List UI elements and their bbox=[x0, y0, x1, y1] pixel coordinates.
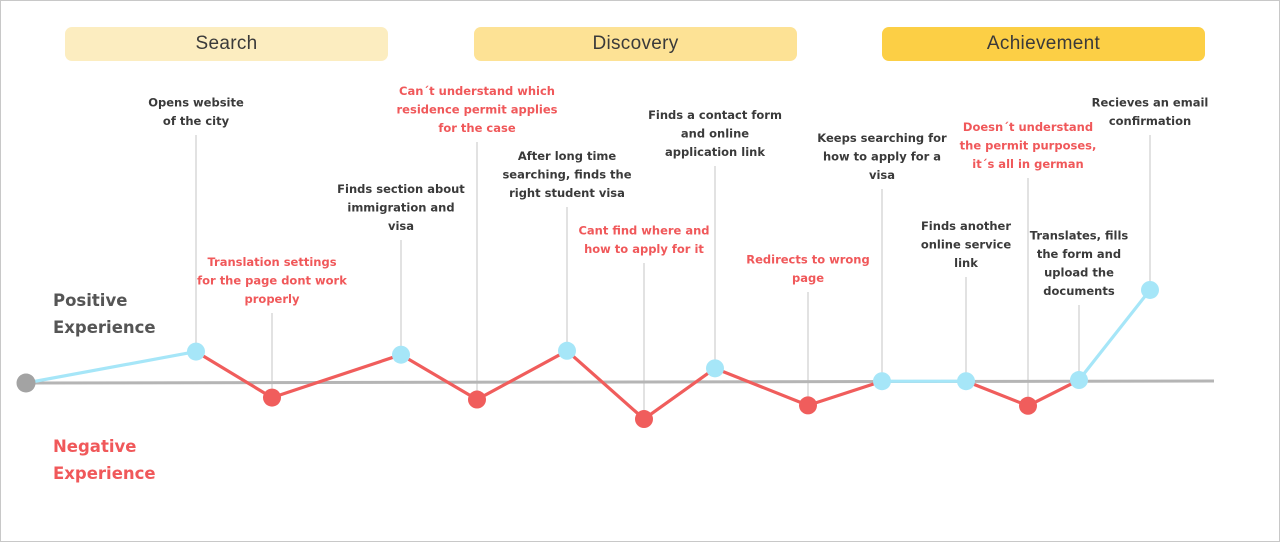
journey-segment bbox=[1026, 378, 1081, 408]
note-line: Can´t understand which bbox=[399, 84, 555, 98]
journey-segment bbox=[806, 379, 884, 407]
touchpoint-note: Translation settings for the page dont wo… bbox=[197, 255, 347, 306]
phase-label: Discovery bbox=[592, 33, 679, 54]
note-line: right student visa bbox=[509, 186, 625, 200]
positive-touchpoint-marker bbox=[873, 372, 891, 391]
touchpoint-note: Finds section about immigration and visa bbox=[337, 182, 465, 233]
touchpoint-note: After long time searching, finds the right… bbox=[502, 149, 631, 200]
touchpoint-note: Can´t understand which residence permit a… bbox=[397, 84, 558, 135]
note-line: documents bbox=[1043, 284, 1115, 298]
note-line: for the page dont work bbox=[197, 274, 347, 288]
positive-touchpoint-marker bbox=[558, 341, 576, 360]
note-line: application link bbox=[665, 145, 765, 159]
positive-experience-label: Positive Experience bbox=[53, 291, 156, 337]
note-line: confirmation bbox=[1109, 114, 1191, 128]
negative-touchpoint-marker bbox=[468, 390, 486, 409]
touchpoint-note: Redirects to wrong page bbox=[746, 253, 869, 286]
touchpoint-note: Finds another online service link bbox=[921, 219, 1012, 270]
journey-segment bbox=[1077, 288, 1152, 382]
note-line: it´s all in german bbox=[972, 157, 1083, 171]
touchpoint-note: Translates, fills the form and upload the d… bbox=[1030, 229, 1129, 299]
positive-touchpoint-marker bbox=[392, 345, 410, 364]
negative-touchpoint-marker bbox=[263, 388, 281, 407]
positive-touchpoint-marker bbox=[1070, 371, 1088, 390]
touchpoint-note: Keeps searching for how to apply for a vis… bbox=[817, 131, 947, 182]
journey-segment bbox=[642, 366, 717, 421]
note-line: Keeps searching for bbox=[817, 131, 947, 145]
touchpoint-note: Doesn´t understand the permit purposes, it… bbox=[960, 120, 1097, 171]
negative-touchpoint-marker bbox=[635, 410, 653, 429]
phase-achievement-header: Achievement bbox=[882, 27, 1205, 61]
note-line: how to apply for a bbox=[823, 150, 941, 164]
journey-segment bbox=[399, 353, 479, 402]
note-line: searching, finds the bbox=[502, 168, 631, 182]
leader-lines bbox=[195, 135, 1151, 420]
neutral-baseline bbox=[25, 379, 1215, 385]
note-line: the permit purposes, bbox=[960, 139, 1097, 153]
note-line: Finds section about bbox=[337, 182, 465, 196]
phase-search-header: Search bbox=[65, 27, 388, 61]
phase-label: Search bbox=[195, 33, 258, 54]
note-line: Translates, fills bbox=[1030, 229, 1129, 243]
note-line: how to apply for it bbox=[584, 242, 704, 256]
note-line: for the case bbox=[438, 121, 515, 135]
note-line: the form and bbox=[1037, 247, 1121, 261]
phase-label: Achievement bbox=[986, 33, 1101, 54]
note-line: Recieves an email bbox=[1092, 96, 1209, 110]
note-line: and online bbox=[681, 127, 749, 141]
journey-segment bbox=[713, 366, 810, 407]
note-line: of the city bbox=[163, 114, 230, 128]
start-marker bbox=[16, 373, 36, 393]
note-line: Finds another bbox=[921, 219, 1011, 233]
negative-touchpoint-marker bbox=[799, 396, 817, 415]
note-line: residence permit applies bbox=[397, 103, 558, 117]
note-line: upload the bbox=[1044, 266, 1114, 280]
journey-segments bbox=[24, 288, 1152, 421]
note-line: online service bbox=[921, 238, 1012, 252]
journey-segment bbox=[565, 349, 646, 421]
note-line: immigration and bbox=[347, 201, 454, 215]
positive-touchpoint-marker bbox=[957, 372, 975, 391]
note-line: visa bbox=[869, 168, 895, 182]
note-line: visa bbox=[388, 219, 414, 233]
touchpoint-note: Opens website of the city bbox=[148, 96, 244, 129]
note-line: Translation settings bbox=[207, 255, 336, 269]
note-line: Opens website bbox=[148, 96, 244, 110]
note-line: properly bbox=[245, 292, 300, 306]
note-line: Finds a contact form bbox=[648, 108, 782, 122]
phase-discovery-header: Discovery bbox=[474, 27, 797, 61]
note-line: Redirects to wrong bbox=[746, 253, 869, 267]
note-line: After long time bbox=[518, 149, 617, 163]
note-line: link bbox=[954, 256, 978, 270]
positive-touchpoint-marker bbox=[1141, 280, 1159, 299]
note-line: Doesn´t understand bbox=[963, 120, 1093, 134]
journey-segment bbox=[475, 349, 569, 402]
journey-segment bbox=[24, 349, 198, 385]
note-line: page bbox=[792, 271, 824, 285]
touchpoint-note: Recieves an email confirmation bbox=[1092, 96, 1209, 129]
journey-segment bbox=[194, 349, 274, 400]
note-line: Cant find where and bbox=[578, 224, 709, 238]
touchpoint-note: Cant find where and how to apply for it bbox=[578, 224, 709, 257]
journey-segment bbox=[964, 379, 1030, 408]
negative-experience-label: Negative Experience bbox=[53, 437, 156, 483]
positive-touchpoint-marker bbox=[187, 342, 205, 361]
journey-segment bbox=[270, 353, 403, 400]
positive-touchpoint-marker bbox=[706, 359, 724, 378]
negative-touchpoint-marker bbox=[1019, 396, 1037, 415]
touchpoint-note: Finds a contact form and online applicatio… bbox=[648, 108, 782, 159]
